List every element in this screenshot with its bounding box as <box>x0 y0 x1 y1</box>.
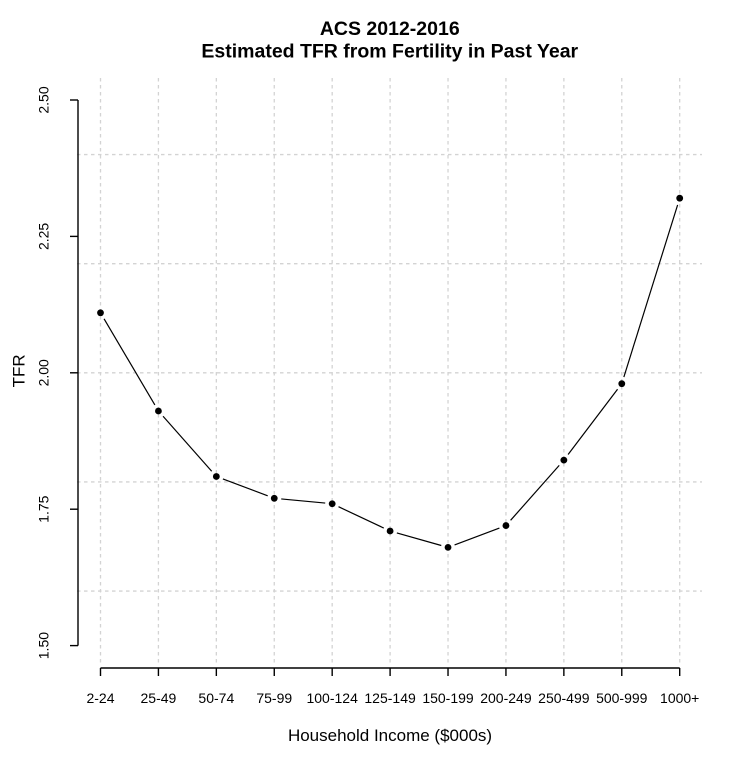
series-segment <box>162 415 213 472</box>
x-tick-label: 1000+ <box>660 690 699 706</box>
x-tick-label: 150-199 <box>422 690 474 706</box>
series-segment <box>103 318 156 406</box>
x-tick-label: 2-24 <box>86 690 114 706</box>
data-point <box>155 407 162 415</box>
series-segment <box>510 464 560 521</box>
data-point <box>212 473 220 480</box>
y-tick-label: 2.50 <box>36 86 52 113</box>
x-tick-label: 75-99 <box>256 690 292 706</box>
data-point <box>560 456 568 464</box>
x-tick-label: 250-499 <box>538 690 590 706</box>
data-point <box>444 543 452 551</box>
chart-subtitle: Estimated TFR from Fertility in Past Yea… <box>201 41 578 63</box>
y-tick-label: 2.25 <box>36 223 52 250</box>
series-segment <box>623 204 679 378</box>
data-point <box>386 527 394 535</box>
axis-layer: 1.50 1.75 2.00 2.25 2.50 2-24 25-49 50-74 75-99 1… <box>36 86 700 706</box>
y-tick-label: 1.50 <box>36 632 52 659</box>
y-tick-label: 1.75 <box>36 495 52 522</box>
series-segment <box>396 532 442 547</box>
x-tick-label: 500-999 <box>596 690 648 706</box>
series-segment <box>281 498 326 504</box>
series-segment <box>222 478 268 497</box>
x-tick-label: 25-49 <box>141 690 177 706</box>
chart-title: ACS 2012-2016 <box>320 18 460 40</box>
series-segment <box>338 506 385 529</box>
data-point <box>618 380 626 388</box>
grid-layer <box>77 78 702 664</box>
x-tick-label: 50-74 <box>198 690 234 706</box>
series-segment <box>567 388 619 455</box>
data-series <box>97 194 684 551</box>
data-point <box>270 494 278 502</box>
x-axis-title: Household Income ($000s) <box>288 726 492 745</box>
data-point <box>97 309 104 317</box>
x-tick-label: 200-249 <box>480 690 532 706</box>
y-tick-label: 2.00 <box>36 359 52 386</box>
series-segment <box>454 527 500 546</box>
data-point <box>502 522 510 529</box>
y-axis-title: TFR <box>9 354 28 387</box>
x-tick-label: 125-149 <box>364 690 416 706</box>
x-tick-label: 100-124 <box>306 690 358 706</box>
data-point <box>328 500 336 508</box>
data-point <box>676 194 684 202</box>
